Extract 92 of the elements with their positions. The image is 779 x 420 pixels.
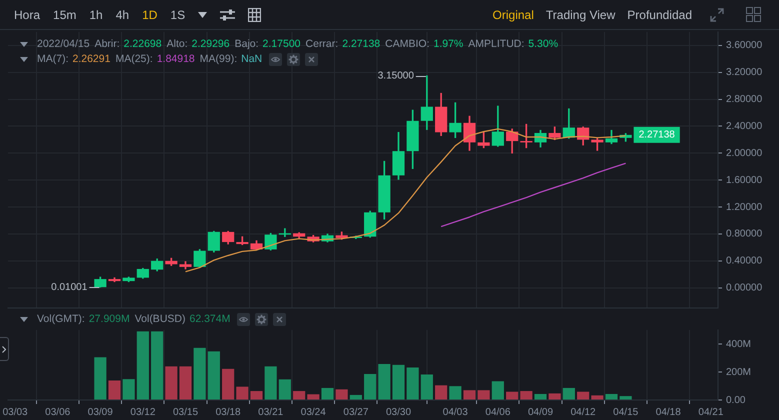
bar [364, 374, 376, 400]
annotation: Cerrar: 2.27138 [306, 38, 380, 50]
text: Vol(BUSD) 62.374M [134, 313, 230, 325]
annotation: MA(7): 2.26291 [37, 53, 110, 65]
x-tick-label: 03/18 [216, 406, 242, 418]
bar [250, 391, 263, 400]
bar [151, 331, 164, 400]
y-tick-label: 200M [726, 366, 752, 378]
bar [449, 386, 462, 400]
bar [520, 391, 532, 400]
x-tick-label: 04/15 [613, 406, 639, 418]
bar [108, 380, 121, 400]
annotation: 2022/04/15 [37, 38, 90, 50]
text: 1D [142, 8, 158, 22]
x-tick-label: 04/03 [442, 406, 468, 418]
y-tick-label: 1.20000 [726, 202, 763, 213]
annotation: Alto: 2.29296 [166, 38, 230, 50]
annotation: 3.15000 [378, 70, 414, 82]
bar [208, 351, 220, 400]
y-tick-label: 2.00000 [726, 148, 763, 159]
x-tick-label: 04/09 [528, 406, 554, 418]
annotation: MA(99): NaN [200, 53, 262, 65]
bar [278, 379, 291, 400]
bar [136, 331, 149, 400]
bar [506, 392, 518, 400]
annotation: Abrir: 2.22698 [94, 38, 162, 50]
bar [620, 396, 632, 400]
y-tick-label: 1.60000 [726, 174, 763, 186]
x-tick-label: 03/06 [45, 406, 71, 418]
bar [548, 393, 561, 400]
text: Profundidad [627, 8, 692, 22]
y-tick-label: 0.40000 [726, 256, 763, 267]
annotation: CAMBIO: 1.97% [385, 38, 464, 50]
x-tick-label: 03/27 [343, 406, 369, 418]
bar [350, 394, 362, 400]
y-tick-label: 3.20000 [726, 67, 763, 78]
x-tick-label: 03/15 [172, 406, 198, 418]
bar [392, 364, 405, 400]
bar [478, 390, 490, 400]
bar [122, 379, 135, 400]
annotation: AMPLITUD: 5.30% [468, 38, 558, 50]
bar [591, 395, 604, 400]
text: 15m [53, 8, 76, 22]
bar [420, 374, 433, 400]
bar [577, 392, 590, 400]
bar [165, 366, 178, 400]
x-tick-label: 03/30 [386, 406, 412, 418]
text: Hora [14, 8, 40, 22]
bar [293, 391, 306, 400]
x-tick-label: 04/12 [570, 406, 596, 418]
bar [307, 394, 320, 400]
text: Original [492, 8, 534, 22]
text: 1h [89, 8, 103, 22]
annotation: 0.01001 [51, 282, 88, 293]
bar [406, 368, 419, 400]
text: 1S [170, 8, 186, 22]
text: Trading View [546, 8, 616, 22]
bar [236, 386, 248, 400]
x-tick-label: 04/18 [656, 406, 682, 418]
bar [321, 388, 334, 400]
y-tick-label: 0.00000 [726, 282, 763, 294]
bar [562, 388, 575, 400]
y-tick-label: 2.80000 [726, 94, 763, 106]
bar [336, 389, 348, 400]
bar [222, 368, 234, 400]
y-tick-label: 3.60000 [726, 40, 763, 52]
bar [179, 366, 192, 400]
annotation: Bajo: 2.17500 [234, 38, 301, 50]
bar [605, 394, 618, 400]
bar [94, 357, 106, 400]
x-tick-label: 03/21 [258, 406, 284, 418]
bar [492, 381, 504, 400]
x-tick-label: 04/06 [485, 406, 511, 418]
annotation: 2.27138 [638, 130, 676, 141]
y-tick-label: 400M [726, 338, 752, 350]
y-tick-label: 2.40000 [726, 120, 763, 132]
x-tick-label: 03/09 [88, 406, 114, 418]
x-tick-label: 03/24 [300, 406, 326, 418]
bar [534, 394, 547, 400]
bar [463, 390, 476, 400]
bar [194, 348, 206, 400]
x-tick-label: 04/21 [698, 406, 724, 418]
bar [378, 364, 390, 400]
y-tick-label: 0.80000 [726, 228, 763, 240]
text: 4h [116, 8, 130, 22]
text: Vol(GMT): 27.909M [37, 313, 130, 325]
bar [264, 366, 277, 400]
bar [435, 385, 448, 400]
x-tick-label: 03/12 [130, 406, 156, 418]
annotation: MA(25): 1.84918 [115, 53, 195, 65]
x-tick-label: 03/03 [2, 406, 28, 418]
y-tick-label: 0.00 [726, 394, 746, 406]
